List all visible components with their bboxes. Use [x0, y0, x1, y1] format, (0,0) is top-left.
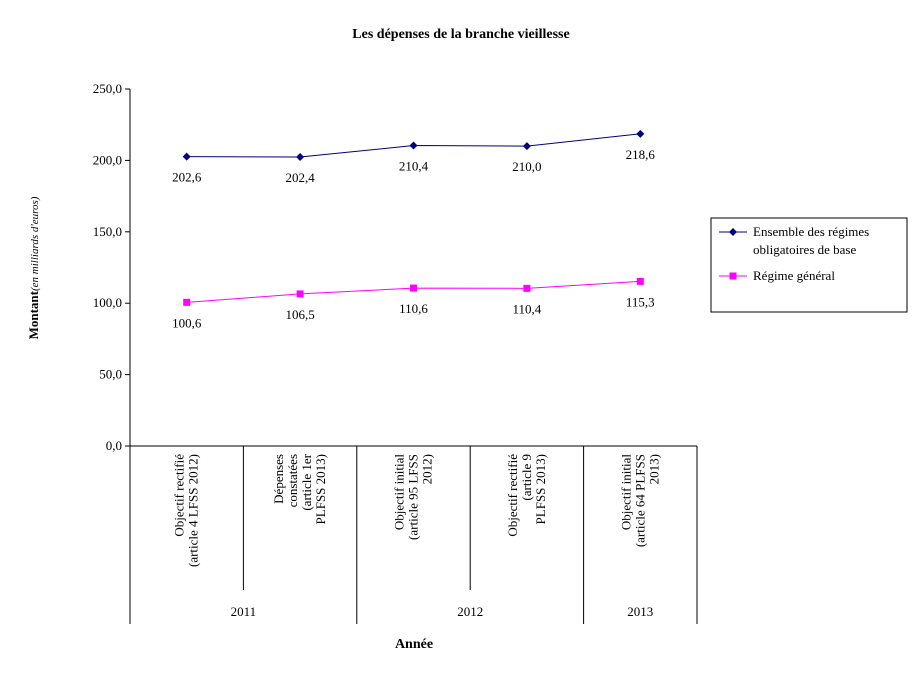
category-label-line: constatées: [285, 454, 300, 507]
data-label: 218,6: [626, 147, 656, 162]
category-label: Dépenses constatées (article 1er PLFSS 2013…: [271, 453, 328, 524]
category-label-line: Objectif rectifié: [172, 454, 187, 537]
legend-marker: [729, 228, 737, 236]
legend-label: obligatoires de base: [753, 242, 856, 257]
category-label-line: (article 4 LFSS 2012): [186, 454, 201, 567]
y-axis-ticks: 0,0 50,0 100,0 150,0 200,0 250,0: [93, 81, 130, 453]
data-label: 202,6: [172, 170, 202, 185]
category-label-line: (article 1er: [299, 453, 314, 510]
axes: [129, 89, 698, 624]
category-label-line: PLFSS 2013): [533, 454, 548, 524]
series-layer: 202,6 202,4 210,4 210,0 218,6 100,6 106,5 110,6…: [172, 129, 656, 330]
data-label: 210,4: [399, 159, 429, 174]
data-point-marker: [409, 141, 418, 150]
category-label: Objectif rectifié (article 4 LFSS 2012): [172, 454, 201, 567]
legend-entry: Ensemble des régimes obligatoires de base: [719, 224, 869, 257]
legend: Ensemble des régimes obligatoires de base…: [710, 217, 908, 313]
y-tick-label: 100,0: [93, 295, 122, 310]
data-label: 202,4: [285, 170, 315, 185]
data-point-marker: [296, 152, 305, 161]
data-point-marker: [182, 152, 191, 161]
legend-box: [710, 217, 908, 313]
data-point-marker: [296, 290, 304, 298]
category-label: Objectif rectifié (article 9 PLFSS 2013): [505, 454, 548, 537]
legend-label: Régime général: [753, 268, 835, 283]
y-tick-label: 200,0: [93, 152, 122, 167]
data-label: 210,0: [512, 159, 541, 174]
category-label: Objectif initial (article 64 PLFSS 2013): [618, 454, 661, 548]
data-point-marker: [410, 284, 417, 292]
legend-marker: [729, 272, 737, 280]
category-label-line: (article 9: [519, 454, 534, 501]
y-tick-label: 0,0: [106, 438, 122, 453]
data-label: 106,5: [285, 307, 314, 322]
data-label: 100,6: [172, 315, 202, 330]
category-label-line: (article 95 LFSS: [406, 454, 421, 540]
category-label-line: Dépenses: [271, 454, 286, 504]
year-label: 2011: [231, 604, 257, 619]
category-label-line: 2013): [646, 454, 661, 484]
data-label: 110,6: [399, 301, 428, 316]
category-label-line: Objectif initial: [392, 454, 407, 531]
data-point-marker: [522, 142, 531, 151]
data-point-marker: [636, 129, 645, 138]
y-axis-title-main: Montant: [26, 290, 41, 339]
data-label: 115,3: [626, 294, 655, 309]
series-line: [186, 280, 641, 303]
category-label: Objectif initial (article 95 LFSS 2012): [392, 454, 435, 540]
y-axis-title-sub: (en milliards d'euros): [29, 196, 41, 291]
data-label: 110,4: [513, 301, 542, 316]
category-label-line: Objectif rectifié: [505, 454, 520, 537]
data-point-marker: [523, 284, 531, 292]
y-tick-label: 250,0: [93, 81, 122, 96]
year-label: 2013: [627, 604, 653, 619]
year-label: 2012: [457, 604, 483, 619]
category-label-line: PLFSS 2013): [313, 454, 328, 524]
category-label-line: Objectif initial: [618, 454, 633, 531]
data-point-marker: [183, 298, 191, 306]
svg-text:Montant(en milliards d'euros): Montant(en milliards d'euros): [26, 196, 41, 339]
data-point-marker: [636, 277, 644, 285]
chart-title: Les dépenses de la branche vieillesse: [352, 27, 569, 42]
y-tick-label: 50,0: [99, 367, 122, 382]
y-tick-label: 150,0: [93, 224, 122, 239]
legend-entry: Régime général: [719, 268, 835, 283]
y-axis-title: Montant(en milliards d'euros): [26, 196, 41, 339]
category-label-line: 2012): [420, 454, 435, 484]
x-axis-title: Année: [395, 637, 433, 652]
legend-label: Ensemble des régimes: [753, 224, 869, 239]
category-label-line: (article 64 PLFSS: [632, 454, 647, 547]
